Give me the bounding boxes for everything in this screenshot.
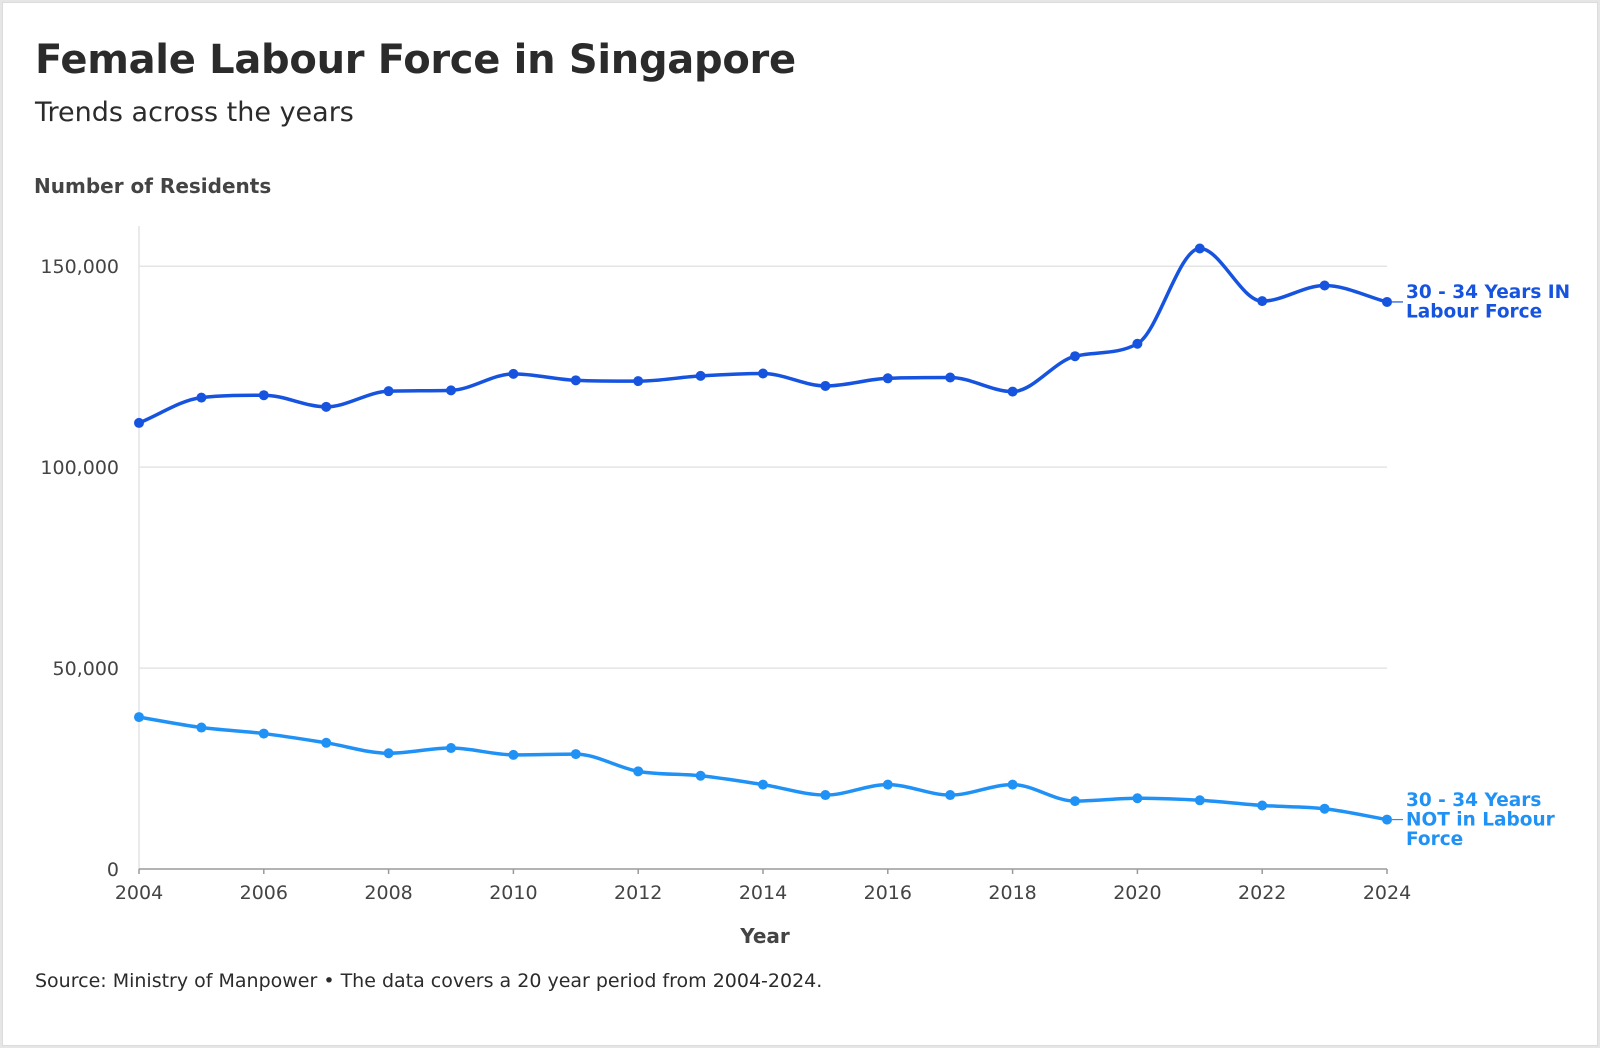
data-point — [695, 370, 706, 381]
data-point — [1007, 779, 1018, 790]
x-tick-label: 2024 — [1363, 882, 1411, 904]
data-point — [758, 779, 768, 790]
chart-subtitle: Trends across the years — [35, 97, 354, 128]
series-lines — [138, 246, 1388, 822]
data-point — [446, 385, 456, 396]
y-axis-ticks: 0 50,000 100,000 150,000 — [40, 256, 119, 881]
x-tick-label: 2020 — [1113, 882, 1161, 904]
data-point — [1382, 814, 1392, 825]
source-note: Source: Ministry of Manpower • The data … — [35, 970, 823, 992]
data-point — [1070, 351, 1080, 362]
data-point — [633, 766, 644, 777]
data-point — [570, 375, 581, 386]
y-tick-label: 0 — [107, 859, 119, 881]
x-tick-label: 2004 — [115, 882, 163, 904]
series-labels: 30 - 34 Years IN Labour Force 30 - 34 Year… — [1392, 282, 1570, 850]
data-point — [758, 368, 768, 379]
data-point — [820, 790, 831, 801]
data-point — [1007, 386, 1018, 397]
data-point — [882, 779, 893, 790]
data-point — [1257, 296, 1268, 307]
x-axis-title: Year — [739, 924, 790, 948]
data-point — [820, 380, 831, 391]
data-point — [945, 790, 956, 801]
data-point — [1070, 796, 1080, 807]
data-point — [1257, 800, 1268, 811]
data-point — [321, 401, 332, 412]
x-axis-ticks: 2004 2006 2008 2010 2012 2014 2016 2018 2020 2022… — [115, 869, 1411, 904]
data-point — [1319, 280, 1330, 291]
data-point — [882, 373, 893, 384]
data-point — [321, 737, 332, 748]
x-tick-label: 2014 — [739, 882, 787, 904]
series-label-1: 30 - 34 Years IN Labour Force — [1406, 282, 1570, 323]
data-point — [945, 372, 956, 383]
data-point — [383, 748, 394, 759]
data-point — [1382, 296, 1392, 307]
series-label-2: 30 - 34 Years NOT in Labour Force — [1406, 790, 1556, 850]
data-point — [508, 749, 519, 760]
data-point — [258, 390, 269, 401]
x-tick-label: 2016 — [864, 882, 912, 904]
data-point — [570, 749, 581, 760]
data-point — [196, 722, 207, 733]
series-line-1 — [138, 246, 1388, 425]
x-tick-label: 2006 — [240, 882, 288, 904]
gridlines — [138, 226, 1387, 870]
x-tick-label: 2010 — [489, 882, 537, 904]
data-point — [1194, 243, 1205, 254]
data-point — [383, 386, 394, 397]
data-point — [196, 392, 207, 403]
y-axis-title: Number of Residents — [34, 174, 271, 198]
x-tick-label: 2012 — [614, 882, 662, 904]
data-point — [1319, 803, 1330, 814]
data-point — [1132, 793, 1143, 804]
series-points — [134, 243, 1392, 825]
data-point — [258, 728, 269, 739]
y-tick-label: 150,000 — [40, 256, 119, 278]
x-tick-label: 2018 — [988, 882, 1036, 904]
x-tick-label: 2008 — [364, 882, 412, 904]
data-point — [134, 712, 144, 723]
data-point — [446, 743, 456, 754]
data-point — [1194, 795, 1205, 806]
data-point — [508, 368, 519, 379]
chart-title: Female Labour Force in Singapore — [35, 37, 796, 83]
data-point — [1132, 338, 1143, 349]
data-point — [695, 770, 706, 781]
data-point — [633, 376, 644, 387]
y-tick-label: 100,000 — [40, 457, 119, 479]
data-point — [134, 417, 144, 428]
x-tick-label: 2022 — [1238, 882, 1286, 904]
y-tick-label: 50,000 — [53, 658, 119, 680]
